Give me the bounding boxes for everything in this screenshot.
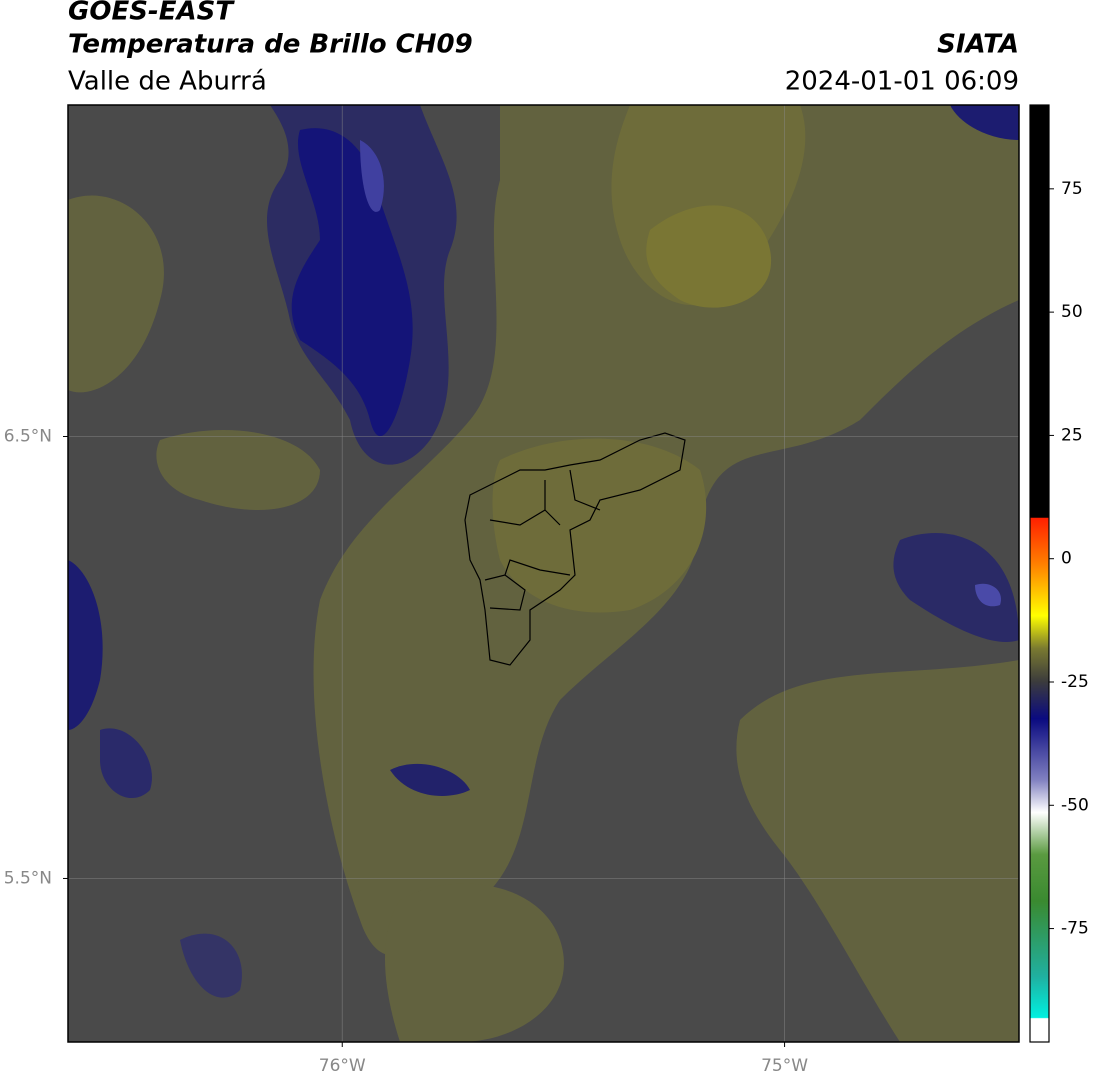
y-tick-label: 6.5°N bbox=[4, 426, 52, 446]
colorbar bbox=[1029, 104, 1050, 1043]
colorbar-tick-label: 25 bbox=[1061, 425, 1083, 445]
colorbar-tick-label: -25 bbox=[1061, 672, 1089, 692]
subtitle: Temperatura de Brillo CH09 bbox=[68, 30, 473, 60]
source: SIATA bbox=[937, 30, 1019, 60]
graticule bbox=[68, 105, 1019, 1042]
colorbar-tick-label: -50 bbox=[1061, 795, 1089, 815]
colorbar-tick-label: 50 bbox=[1061, 302, 1083, 322]
valley-outline bbox=[464, 432, 686, 666]
x-tick-label: 76°W bbox=[319, 1056, 366, 1076]
title: GOES-EAST bbox=[68, 0, 235, 27]
map-field bbox=[68, 105, 1019, 1042]
timestamp: 2024-01-01 06:09 bbox=[785, 67, 1019, 97]
region: Valle de Aburrá bbox=[68, 67, 267, 97]
x-tick-label: 75°W bbox=[761, 1056, 808, 1076]
colorbar-tick-label: -75 bbox=[1061, 919, 1089, 939]
map-frame bbox=[67, 104, 1020, 1043]
y-tick-label: 5.5°N bbox=[4, 868, 52, 888]
colorbar-tick-label: 75 bbox=[1061, 179, 1083, 199]
colorbar-tick-label: 0 bbox=[1061, 549, 1072, 569]
